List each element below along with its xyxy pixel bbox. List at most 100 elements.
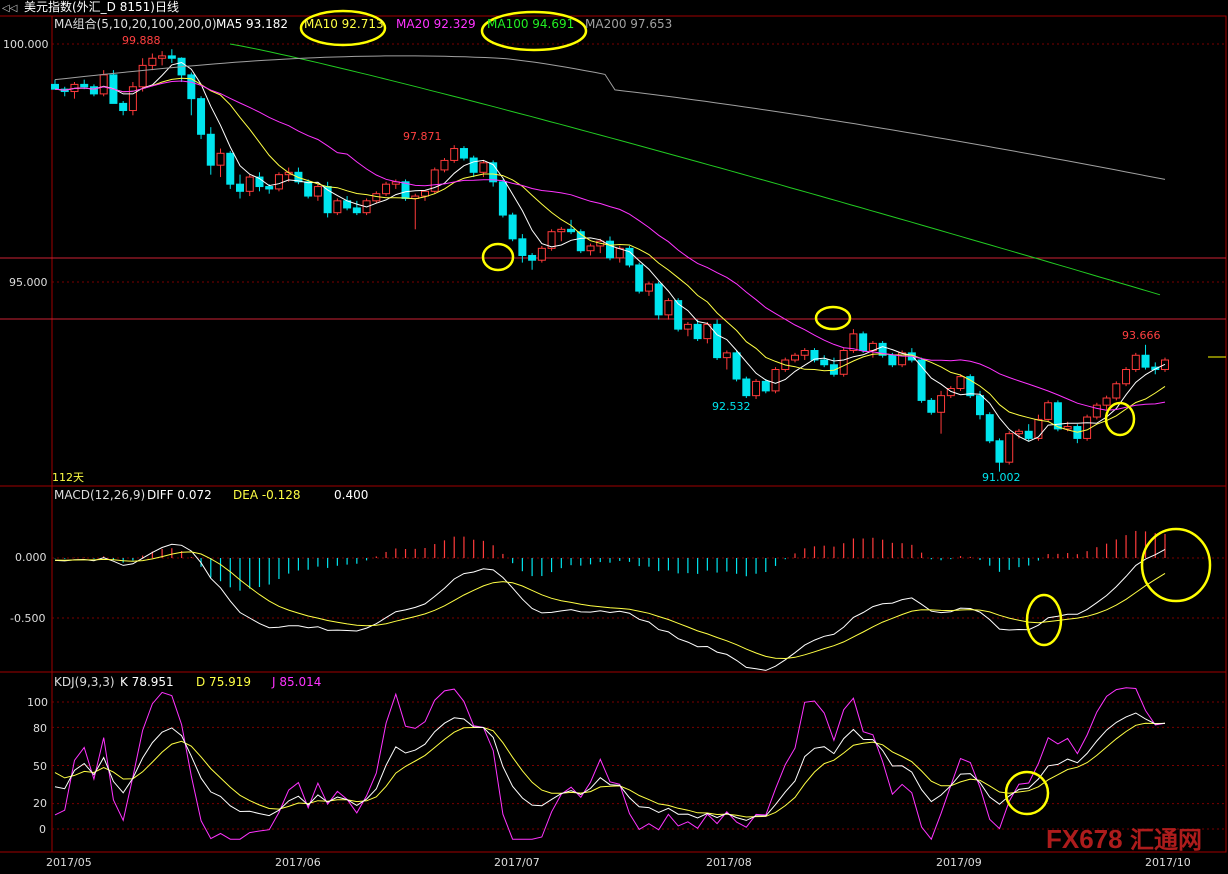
candle-body <box>976 395 984 416</box>
candle-body <box>119 102 128 112</box>
candle-body <box>1083 416 1092 439</box>
kdj-y-tick-0: 0 <box>39 823 46 836</box>
macd-y-tick-neg: -0.500 <box>10 612 45 625</box>
candle-body <box>1092 404 1101 418</box>
candle-body <box>216 152 225 166</box>
candle-body <box>849 333 858 352</box>
macd-dea: DEA -0.128 <box>233 488 301 502</box>
macd-diff: DIFF 0.072 <box>147 488 212 502</box>
candle-body <box>255 176 264 188</box>
candle-body <box>167 55 176 59</box>
candle-body <box>1053 402 1062 430</box>
candle-body <box>158 55 167 59</box>
candle-body <box>245 176 254 192</box>
candle-body <box>995 440 1004 463</box>
macd-dea-line <box>54 551 1166 660</box>
candle-body <box>421 190 429 197</box>
candle-body <box>1044 402 1053 420</box>
candle-body <box>722 352 731 359</box>
candle-body <box>187 74 196 100</box>
candle-body <box>430 169 439 192</box>
candle-body <box>226 152 235 185</box>
annotation-low-1: 92.532 <box>712 400 751 413</box>
candle-body <box>927 399 936 413</box>
annotation-high-3: 93.666 <box>1122 329 1161 342</box>
x-label-may: 2017/05 <box>46 856 92 869</box>
annotation-high-2: 97.871 <box>403 130 442 143</box>
circle-macd-cross <box>1025 593 1063 647</box>
back-arrow-icon[interactable]: ◁◁ <box>2 3 18 14</box>
circle-cross-sep <box>1104 401 1136 437</box>
candle-body <box>1034 418 1043 439</box>
macd-name: MACD(12,26,9) <box>54 488 145 502</box>
candle-body <box>469 157 478 173</box>
kdj-y-tick-20: 20 <box>33 797 47 810</box>
x-label-oct: 2017/10 <box>1145 856 1191 869</box>
candle-body <box>99 74 108 95</box>
candle-body <box>304 181 313 197</box>
candle-body <box>547 231 556 249</box>
ma200-label: MA200 97.653 <box>585 17 672 31</box>
kdj-y-tick-50: 50 <box>33 760 47 773</box>
ma20-line <box>54 80 1166 411</box>
candle-body <box>966 376 975 397</box>
ma5-label: MA5 93.182 <box>216 17 288 31</box>
candle-body <box>635 264 644 292</box>
candle-body <box>518 238 527 256</box>
days-label: 112天 <box>52 471 84 484</box>
kdj-name: KDJ(9,3,3) <box>54 675 115 689</box>
candle-body <box>537 247 546 261</box>
kdj-j-line <box>54 687 1166 841</box>
ma100-label: MA100 94.691 <box>487 17 574 31</box>
candle-body <box>508 214 517 240</box>
y-tick-95: 95.000 <box>9 276 48 289</box>
macd-value: 0.400 <box>334 488 368 502</box>
candle-body <box>820 359 829 366</box>
panel-frames <box>0 15 1227 853</box>
macd-y-tick-0: 0.000 <box>15 551 47 564</box>
candle-body <box>80 83 89 88</box>
candle-body <box>752 380 761 397</box>
candle-body <box>274 174 283 190</box>
candle-body <box>138 64 147 88</box>
ma10-label: MA10 92.713 <box>304 17 384 31</box>
candle-body <box>888 354 897 366</box>
candle-body <box>1014 430 1023 435</box>
candle-body <box>606 240 614 259</box>
candle-body <box>586 245 595 252</box>
svg-text:FX678: FX678 <box>1046 824 1123 854</box>
macd-series <box>54 530 1166 671</box>
candle-body <box>382 183 391 195</box>
kdj-k-line <box>54 712 1166 821</box>
circle-macd-end <box>1140 527 1212 603</box>
candle-body <box>89 86 98 95</box>
candle-body <box>236 183 244 192</box>
kdj-j: J 85.014 <box>271 675 321 689</box>
annotation-high-1: 99.888 <box>122 34 161 47</box>
x-label-aug: 2017/08 <box>706 856 752 869</box>
candle-body <box>128 86 137 112</box>
candle-body <box>829 364 838 375</box>
candle-body <box>498 181 507 216</box>
ma-lines <box>54 43 1166 442</box>
candle-body <box>450 148 459 161</box>
x-label-jun: 2017/06 <box>275 856 321 869</box>
candle-body <box>742 378 751 397</box>
candle-body <box>985 414 994 442</box>
candle-body <box>644 283 653 292</box>
highlight-circles <box>299 9 1212 816</box>
candle-body <box>800 350 809 356</box>
svg-text:汇通网: 汇通网 <box>1130 826 1202 854</box>
candle-body <box>459 148 468 159</box>
candle-body <box>761 380 770 392</box>
x-label-sep: 2017/09 <box>936 856 982 869</box>
candle-body <box>1005 433 1014 463</box>
candle-body <box>693 323 702 340</box>
candle-body <box>1122 369 1131 385</box>
candle-body <box>489 162 498 183</box>
candle-body <box>1112 383 1121 399</box>
kdj-y-tick-80: 80 <box>33 722 47 735</box>
candle-body <box>479 162 488 173</box>
candle-body <box>713 323 722 359</box>
